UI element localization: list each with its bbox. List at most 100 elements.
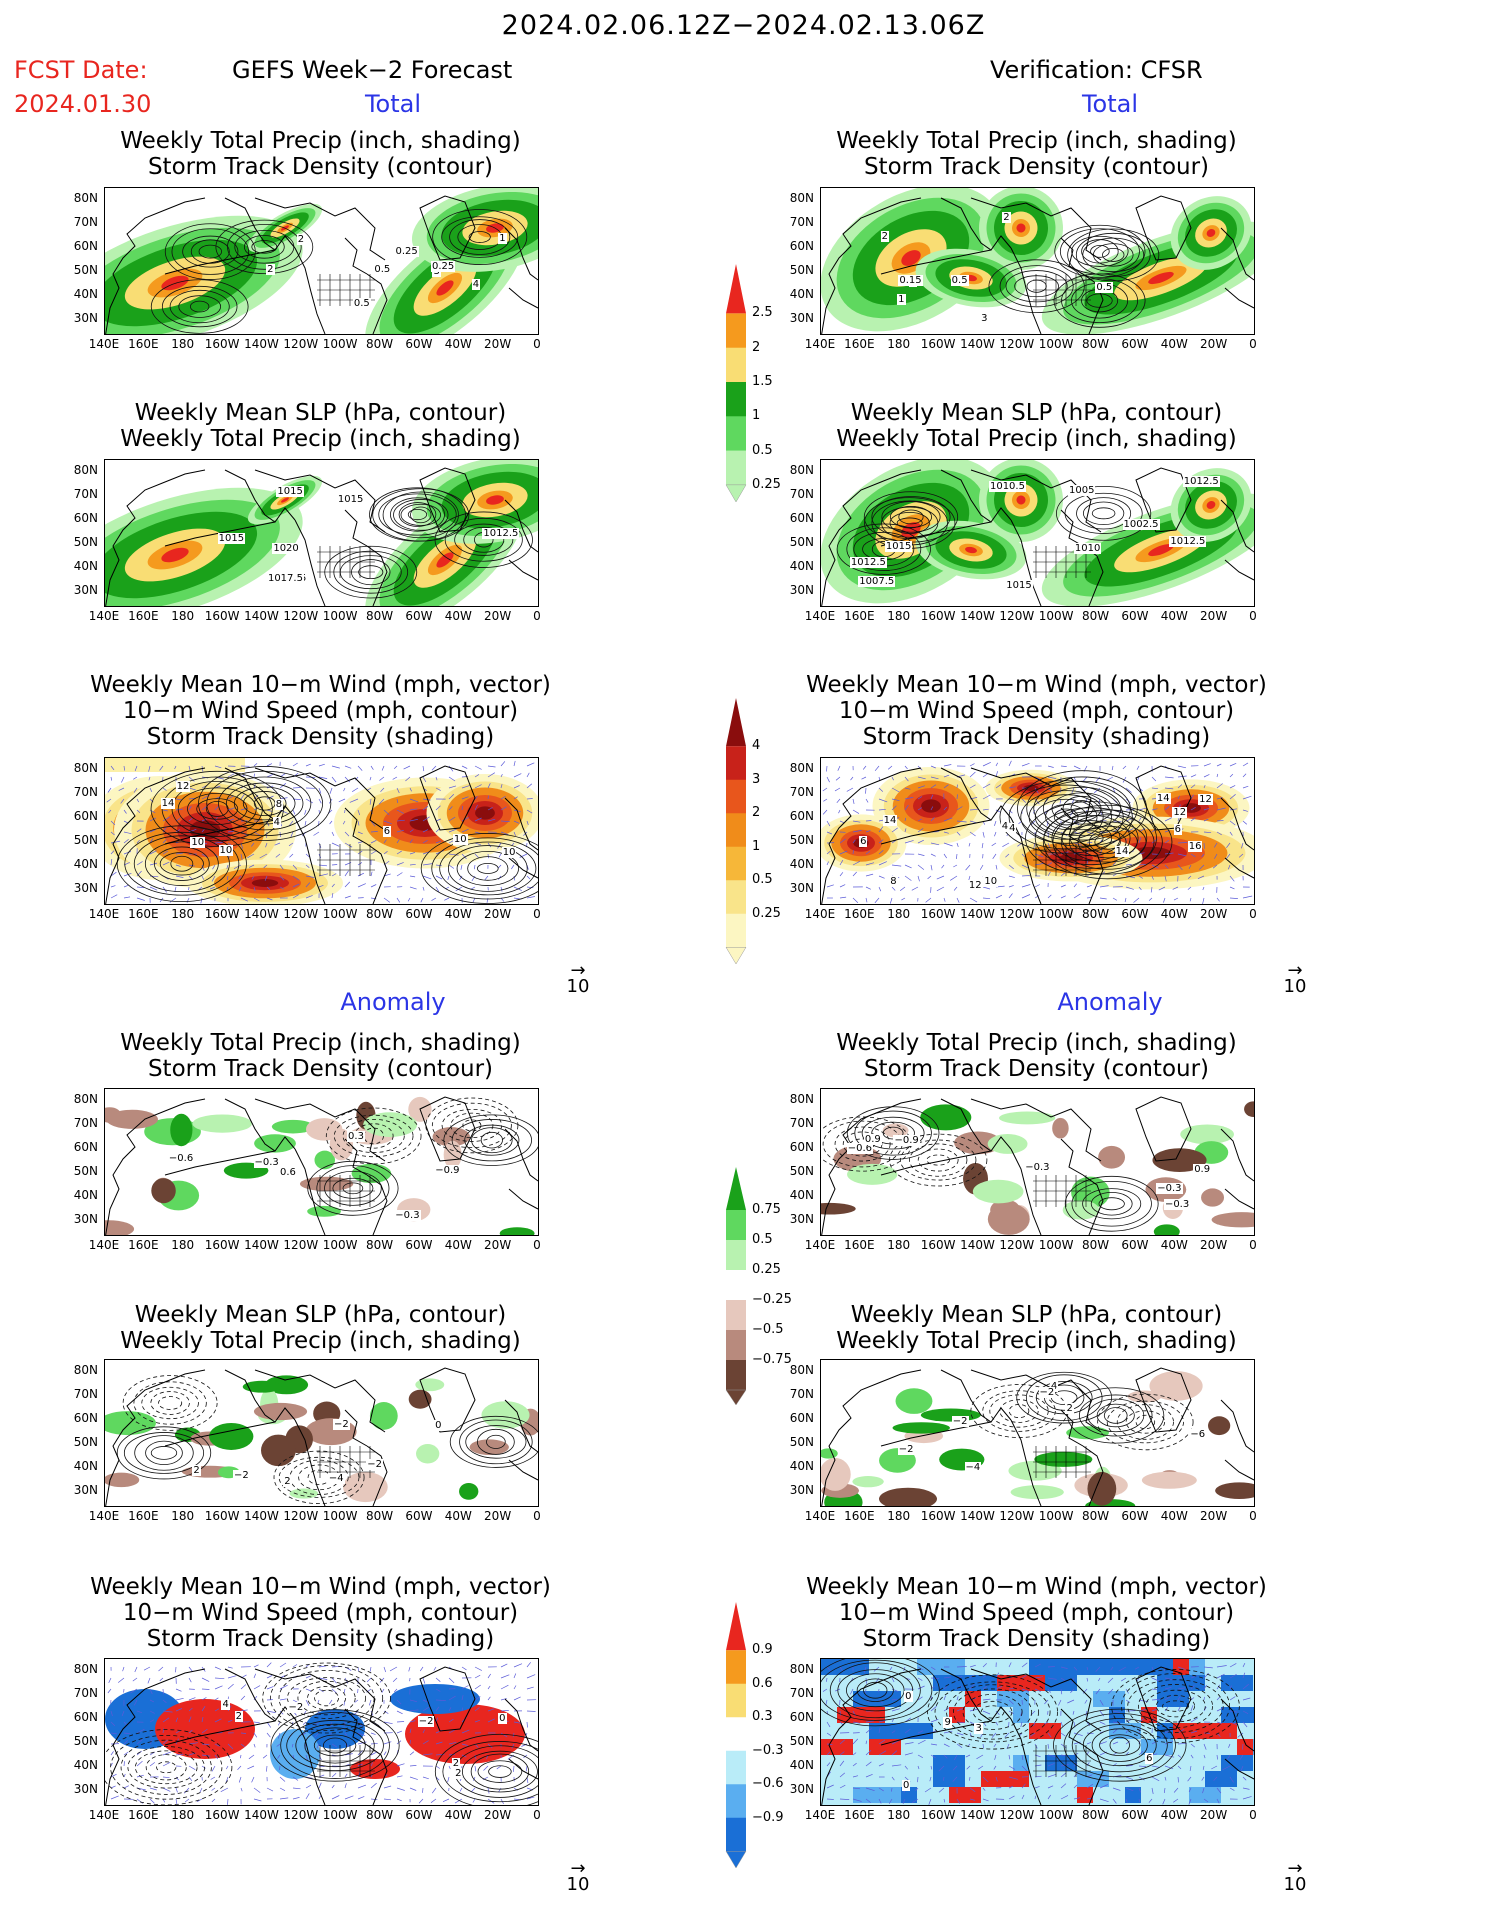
contour-label: 2 (283, 1475, 292, 1487)
contour-label: 0.5 (1095, 281, 1114, 293)
lat-tick: 40N (73, 559, 98, 573)
vector-ref-right-anom: → 10 (1283, 1858, 1307, 1896)
map-r-slp_anom: −4 −6 −2 2 4 −2 −2 (820, 1359, 1255, 1507)
lon-tick: 140E (804, 1509, 836, 1523)
lat-tick: 30N (73, 881, 98, 895)
lat-tick: 80N (789, 1092, 814, 1106)
contour-label: 2 (1002, 211, 1011, 223)
lat-tick: 30N (73, 1782, 98, 1796)
contour-label: 1007.5 (858, 576, 896, 588)
contour-label: 1015 (217, 533, 246, 545)
colorbar-label: 0.5 (752, 1232, 773, 1247)
lat-tick: 40N (789, 287, 814, 301)
lon-tick: 180 (887, 1238, 911, 1252)
lon-tick: 120W (283, 1238, 319, 1252)
lat-tick: 60N (789, 1411, 814, 1425)
contour-label: 0.9 (863, 1134, 882, 1146)
contour-label: 1015 (1005, 579, 1033, 591)
contour-label: −0.3 (394, 1210, 421, 1222)
lon-tick: 100W (1038, 1238, 1074, 1252)
lat-tick: 60N (789, 1140, 814, 1154)
contour-label: −2 (1038, 1387, 1056, 1399)
lon-tick: 80W (365, 1238, 394, 1252)
contour-label: 1015 (884, 540, 913, 552)
contour-label: 4 (1000, 820, 1010, 832)
map-r-wind_anom: 6 3 0 0 9 (820, 1658, 1255, 1806)
lat-tick: 30N (73, 1483, 98, 1497)
map-graphic (821, 1367, 1254, 1506)
contour-label: 2 (1065, 1402, 1074, 1414)
lon-tick: 140W (960, 1238, 995, 1252)
contour-label: −0.3 (253, 1156, 280, 1168)
lat-tick: 50N (789, 1164, 814, 1178)
lon-tick: 180 (171, 1509, 195, 1523)
lat-tick: 50N (73, 1734, 98, 1748)
map-l-slp_anom: 0 −2 2 −2 −4 2 −2 (104, 1359, 539, 1507)
contour-label: 0 (901, 1780, 911, 1792)
lon-tick: 40W (444, 1238, 472, 1252)
lat-tick: 70N (73, 785, 98, 799)
lat-tick: 40N (73, 1758, 98, 1772)
lat-tick: 70N (789, 1116, 814, 1130)
lon-tick: 100W (322, 609, 358, 623)
lon-tick: 0 (533, 1808, 541, 1822)
lon-tick: 100W (322, 907, 358, 921)
lat-tick: 80N (73, 1662, 98, 1676)
fcst-date-label: FCST Date: (14, 56, 148, 84)
lon-tick: 0 (1249, 1238, 1257, 1252)
contour-label: 1 (498, 232, 507, 244)
lat-tick: 40N (73, 1188, 98, 1202)
lon-tick: 20W (1200, 907, 1228, 921)
colorbar-label: 1 (752, 408, 761, 424)
lon-tick: 140W (244, 337, 279, 351)
panel-title-l-slp_anom: Weekly Mean SLP (hPa, contour) Weekly To… (120, 1302, 521, 1354)
lat-tick: 40N (789, 857, 814, 871)
lon-tick: 180 (887, 907, 911, 921)
contour-label: 0 (434, 1419, 443, 1431)
fcst-date-value: 2024.01.30 (14, 90, 152, 118)
colorbar-precip_anom (725, 1167, 747, 1406)
contour-label: 1012.5 (849, 556, 887, 568)
lon-tick: 180 (171, 337, 195, 351)
colorbar-label: 3 (752, 771, 761, 787)
contour-label: 0 (498, 1712, 507, 1724)
lon-tick: 60W (405, 337, 433, 351)
lat-tick: 60N (73, 1140, 98, 1154)
lon-tick: 100W (1038, 337, 1074, 351)
lon-tick: 160E (844, 1808, 875, 1822)
map-graphic (105, 1367, 538, 1506)
lon-tick: 40W (444, 1808, 472, 1822)
lon-tick: 40W (1160, 337, 1188, 351)
lat-tick: 60N (73, 511, 98, 525)
contour-label: 3 (980, 312, 989, 324)
lon-tick: 100W (322, 1238, 358, 1252)
lat-tick: 80N (789, 463, 814, 477)
lon-tick: 100W (1038, 1808, 1074, 1822)
contour-label: 14 (1155, 793, 1171, 805)
lon-tick: 180 (887, 609, 911, 623)
date-range-title: 2024.02.06.12Z−2024.02.13.06Z (501, 10, 986, 41)
lon-tick: 140E (804, 609, 836, 623)
map-l-wind_anom: 2 0 −2 2 4 −2 2 (104, 1658, 539, 1806)
map-graphic (105, 1096, 538, 1235)
lon-tick: 40W (444, 609, 472, 623)
contour-label: −6 (1189, 1428, 1207, 1440)
colorbar-label: 1 (752, 838, 761, 854)
lon-tick: 40W (444, 337, 472, 351)
lon-tick: 140W (960, 1509, 995, 1523)
lon-tick: 160E (128, 609, 159, 623)
lon-tick: 160W (204, 337, 240, 351)
contour-label: 1015 (336, 493, 365, 505)
colorbar-storm_anom (725, 1602, 747, 1869)
lon-tick: 140W (244, 609, 279, 623)
contour-label: −0.9 (893, 1135, 920, 1147)
lon-tick: 160W (920, 1509, 956, 1523)
lon-tick: 160W (920, 907, 956, 921)
panel-title-r-slp_total: Weekly Mean SLP (hPa, contour) Weekly To… (836, 400, 1237, 452)
contour-label: −2 (366, 1458, 383, 1470)
contour-label: 4 (1049, 1380, 1059, 1392)
contour-label: 1010 (1073, 543, 1102, 555)
lat-tick: 50N (789, 1734, 814, 1748)
lat-tick: 80N (789, 1662, 814, 1676)
